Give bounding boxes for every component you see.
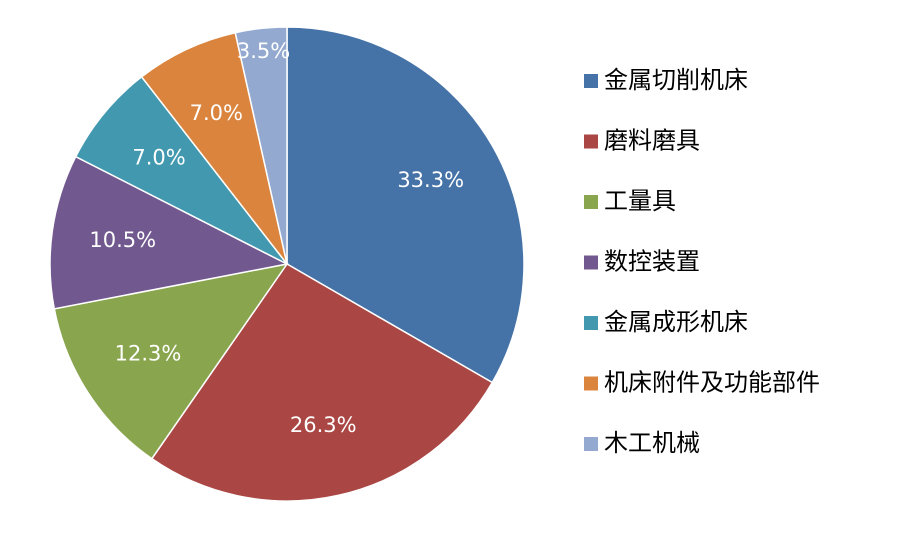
legend-label: 工量具 <box>604 187 676 215</box>
pie-slice <box>49 155 290 310</box>
legend-label: 数控装置 <box>604 248 700 276</box>
legend-swatch <box>584 255 598 270</box>
pie-slice <box>140 31 288 265</box>
pie-slice <box>234 26 288 265</box>
legend-swatch <box>584 316 598 330</box>
legend-swatch <box>584 74 598 88</box>
pie-slice <box>150 263 494 502</box>
legend-swatch <box>584 134 598 149</box>
pie-slice <box>286 26 525 384</box>
pie-slice <box>53 262 289 460</box>
slice-label: 33.3% <box>397 168 464 192</box>
slice-label: 26.3% <box>290 413 357 437</box>
slice-label: 7.0% <box>190 101 243 125</box>
legend-label: 木工机械 <box>604 429 700 457</box>
legend-label: 机床附件及功能部件 <box>604 369 820 397</box>
legend-label: 磨料磨具 <box>604 127 700 155</box>
slice-label: 12.3% <box>115 342 182 366</box>
legend-label: 金属成形机床 <box>604 308 748 336</box>
slice-label: 3.5% <box>237 39 290 63</box>
legend-swatch <box>584 376 598 391</box>
legend-label: 金属切削机床 <box>604 66 748 94</box>
pie-slice <box>74 75 288 265</box>
slice-label: 10.5% <box>89 228 156 252</box>
legend-swatch <box>584 195 598 209</box>
slice-label: 7.0% <box>132 145 185 169</box>
legend-swatch <box>584 437 598 451</box>
